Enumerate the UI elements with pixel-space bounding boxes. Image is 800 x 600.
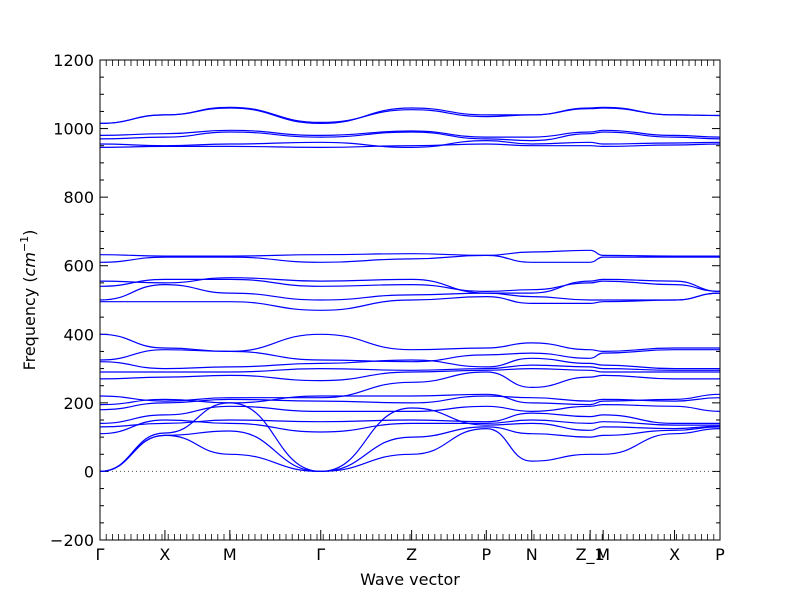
y-axis-label: Frequency (cm−1): [18, 230, 39, 371]
x-tick-label: N: [526, 545, 538, 564]
band-line-22: [99, 131, 721, 142]
band-line-7: [99, 393, 721, 406]
band-line-8: [99, 371, 720, 402]
x-tick-labels: Γ X M Γ Z P N Z_1M X P: [96, 545, 726, 565]
band-line-17: [99, 277, 721, 294]
y-tick-label: 400: [63, 325, 94, 344]
band-line-9: [99, 367, 720, 382]
x-tick-label: M: [223, 545, 237, 564]
band-line-14: [100, 292, 721, 311]
y-axis-label-close: ): [20, 230, 39, 236]
y-tick-label: 600: [63, 257, 94, 276]
x-tick-label: P: [715, 545, 725, 564]
band-line-15: [99, 283, 721, 301]
band-line-2: [99, 402, 721, 473]
y-axis-label-exp: −1: [18, 236, 31, 252]
band-line-21: [99, 139, 721, 149]
band-line-18: [99, 254, 720, 263]
band-line-4: [99, 412, 720, 428]
band-line-0: [99, 427, 721, 473]
band-line-3: [99, 419, 720, 435]
x-tick-label: Γ: [96, 545, 105, 564]
y-tick-label: 0: [84, 462, 94, 481]
y-tick-label: 200: [63, 394, 94, 413]
x-tick-label: Γ: [316, 545, 325, 564]
y-tick-label: 1200: [53, 51, 94, 70]
plot-frame: [99, 59, 721, 541]
band-line-19: [99, 249, 720, 257]
x-axis-label: Wave vector: [360, 570, 460, 589]
band-line-11: [99, 357, 720, 370]
y-tick-labels: −200 0 200 400 600 800 1000 1200: [50, 51, 94, 550]
y-axis-label-text: Frequency (: [20, 276, 39, 370]
band-lines: [99, 106, 721, 473]
x-tick-label: X: [669, 545, 680, 564]
band-line-20: [99, 143, 721, 149]
y-tick-label: 1000: [53, 120, 94, 139]
band-line-5: [99, 403, 721, 424]
x-tick-label: P: [481, 545, 491, 564]
x-tick-label: Z: [406, 545, 417, 564]
band-line-1: [99, 426, 721, 473]
x-tick-label: Z_1: [576, 545, 605, 565]
y-tick-label: −200: [50, 531, 94, 550]
x-tick-label: M: [596, 545, 610, 564]
band-line-10: [100, 364, 721, 373]
y-axis-label-unit: cm: [20, 252, 39, 276]
band-line-25: [99, 106, 721, 124]
band-line-13: [99, 333, 720, 353]
x-tick-label: X: [159, 545, 170, 564]
band-line-6: [99, 395, 721, 411]
band-line-23: [99, 129, 721, 138]
y-tick-label: 800: [63, 188, 94, 207]
